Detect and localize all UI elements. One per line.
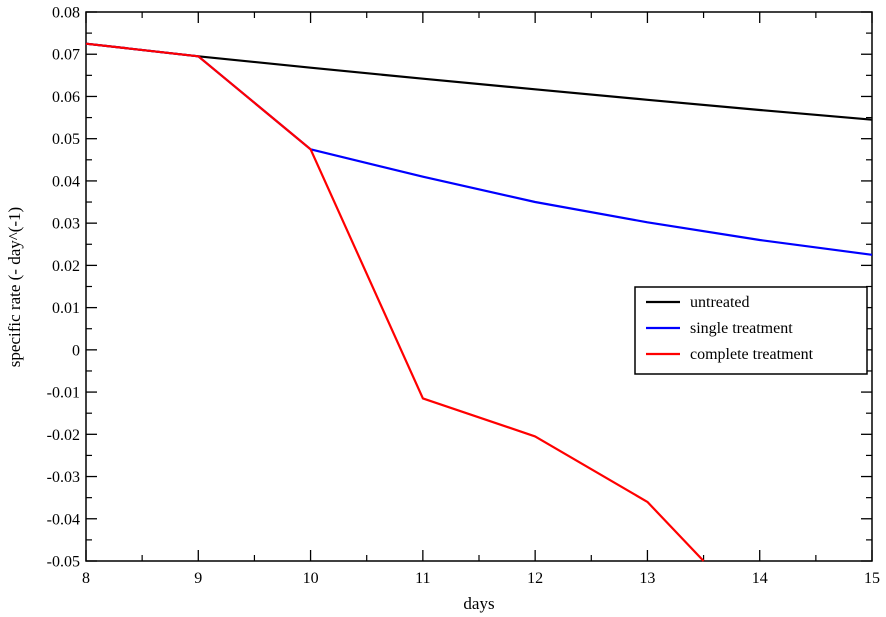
tick-labels: 8 9 10 11 12 13 14 15 0.08 0.07 0.06 0.05 0.04 0.03 0.… (47, 5, 880, 588)
y-tick-label: 0.06 (52, 89, 80, 106)
y-tick-label: 0.03 (52, 216, 80, 233)
axis-ticks (85, 11, 873, 562)
y-tick-label: 0.07 (52, 47, 80, 64)
y-tick-label: -0.01 (47, 385, 80, 402)
y-tick-label: 0.08 (52, 5, 80, 22)
x-tick-label: 12 (527, 570, 543, 587)
x-tick-label: 15 (864, 570, 880, 587)
x-tick-label: 8 (82, 570, 90, 587)
y-tick-label: 0.04 (52, 173, 80, 190)
x-tick-label: 9 (194, 570, 202, 587)
legend-label-complete-treatment: complete treatment (690, 346, 814, 363)
series-line-complete-treatment (85, 42, 705, 562)
y-tick-label: 0.01 (52, 300, 80, 317)
y-tick-label: 0.02 (52, 258, 80, 275)
x-tick-label: 13 (639, 570, 655, 587)
y-tick-label: 0.05 (52, 131, 80, 148)
y-tick-label: -0.02 (47, 427, 80, 444)
series-lines (85, 42, 873, 562)
y-tick-label: -0.04 (47, 511, 80, 528)
x-tick-label: 11 (415, 570, 430, 587)
y-tick-label: 0 (72, 342, 80, 359)
y-tick-label: -0.05 (47, 554, 80, 571)
x-axis-title: days (463, 594, 494, 613)
x-tick-label: 14 (752, 570, 768, 587)
legend: untreated single treatment complete trea… (634, 286, 868, 375)
series-line-untreated (85, 42, 873, 121)
legend-label-single-treatment: single treatment (690, 320, 793, 337)
y-axis-title: specific rate (- day^(-1) (5, 207, 24, 367)
x-tick-label: 10 (303, 570, 319, 587)
y-tick-label: -0.03 (47, 469, 80, 486)
legend-label-untreated: untreated (690, 294, 750, 311)
